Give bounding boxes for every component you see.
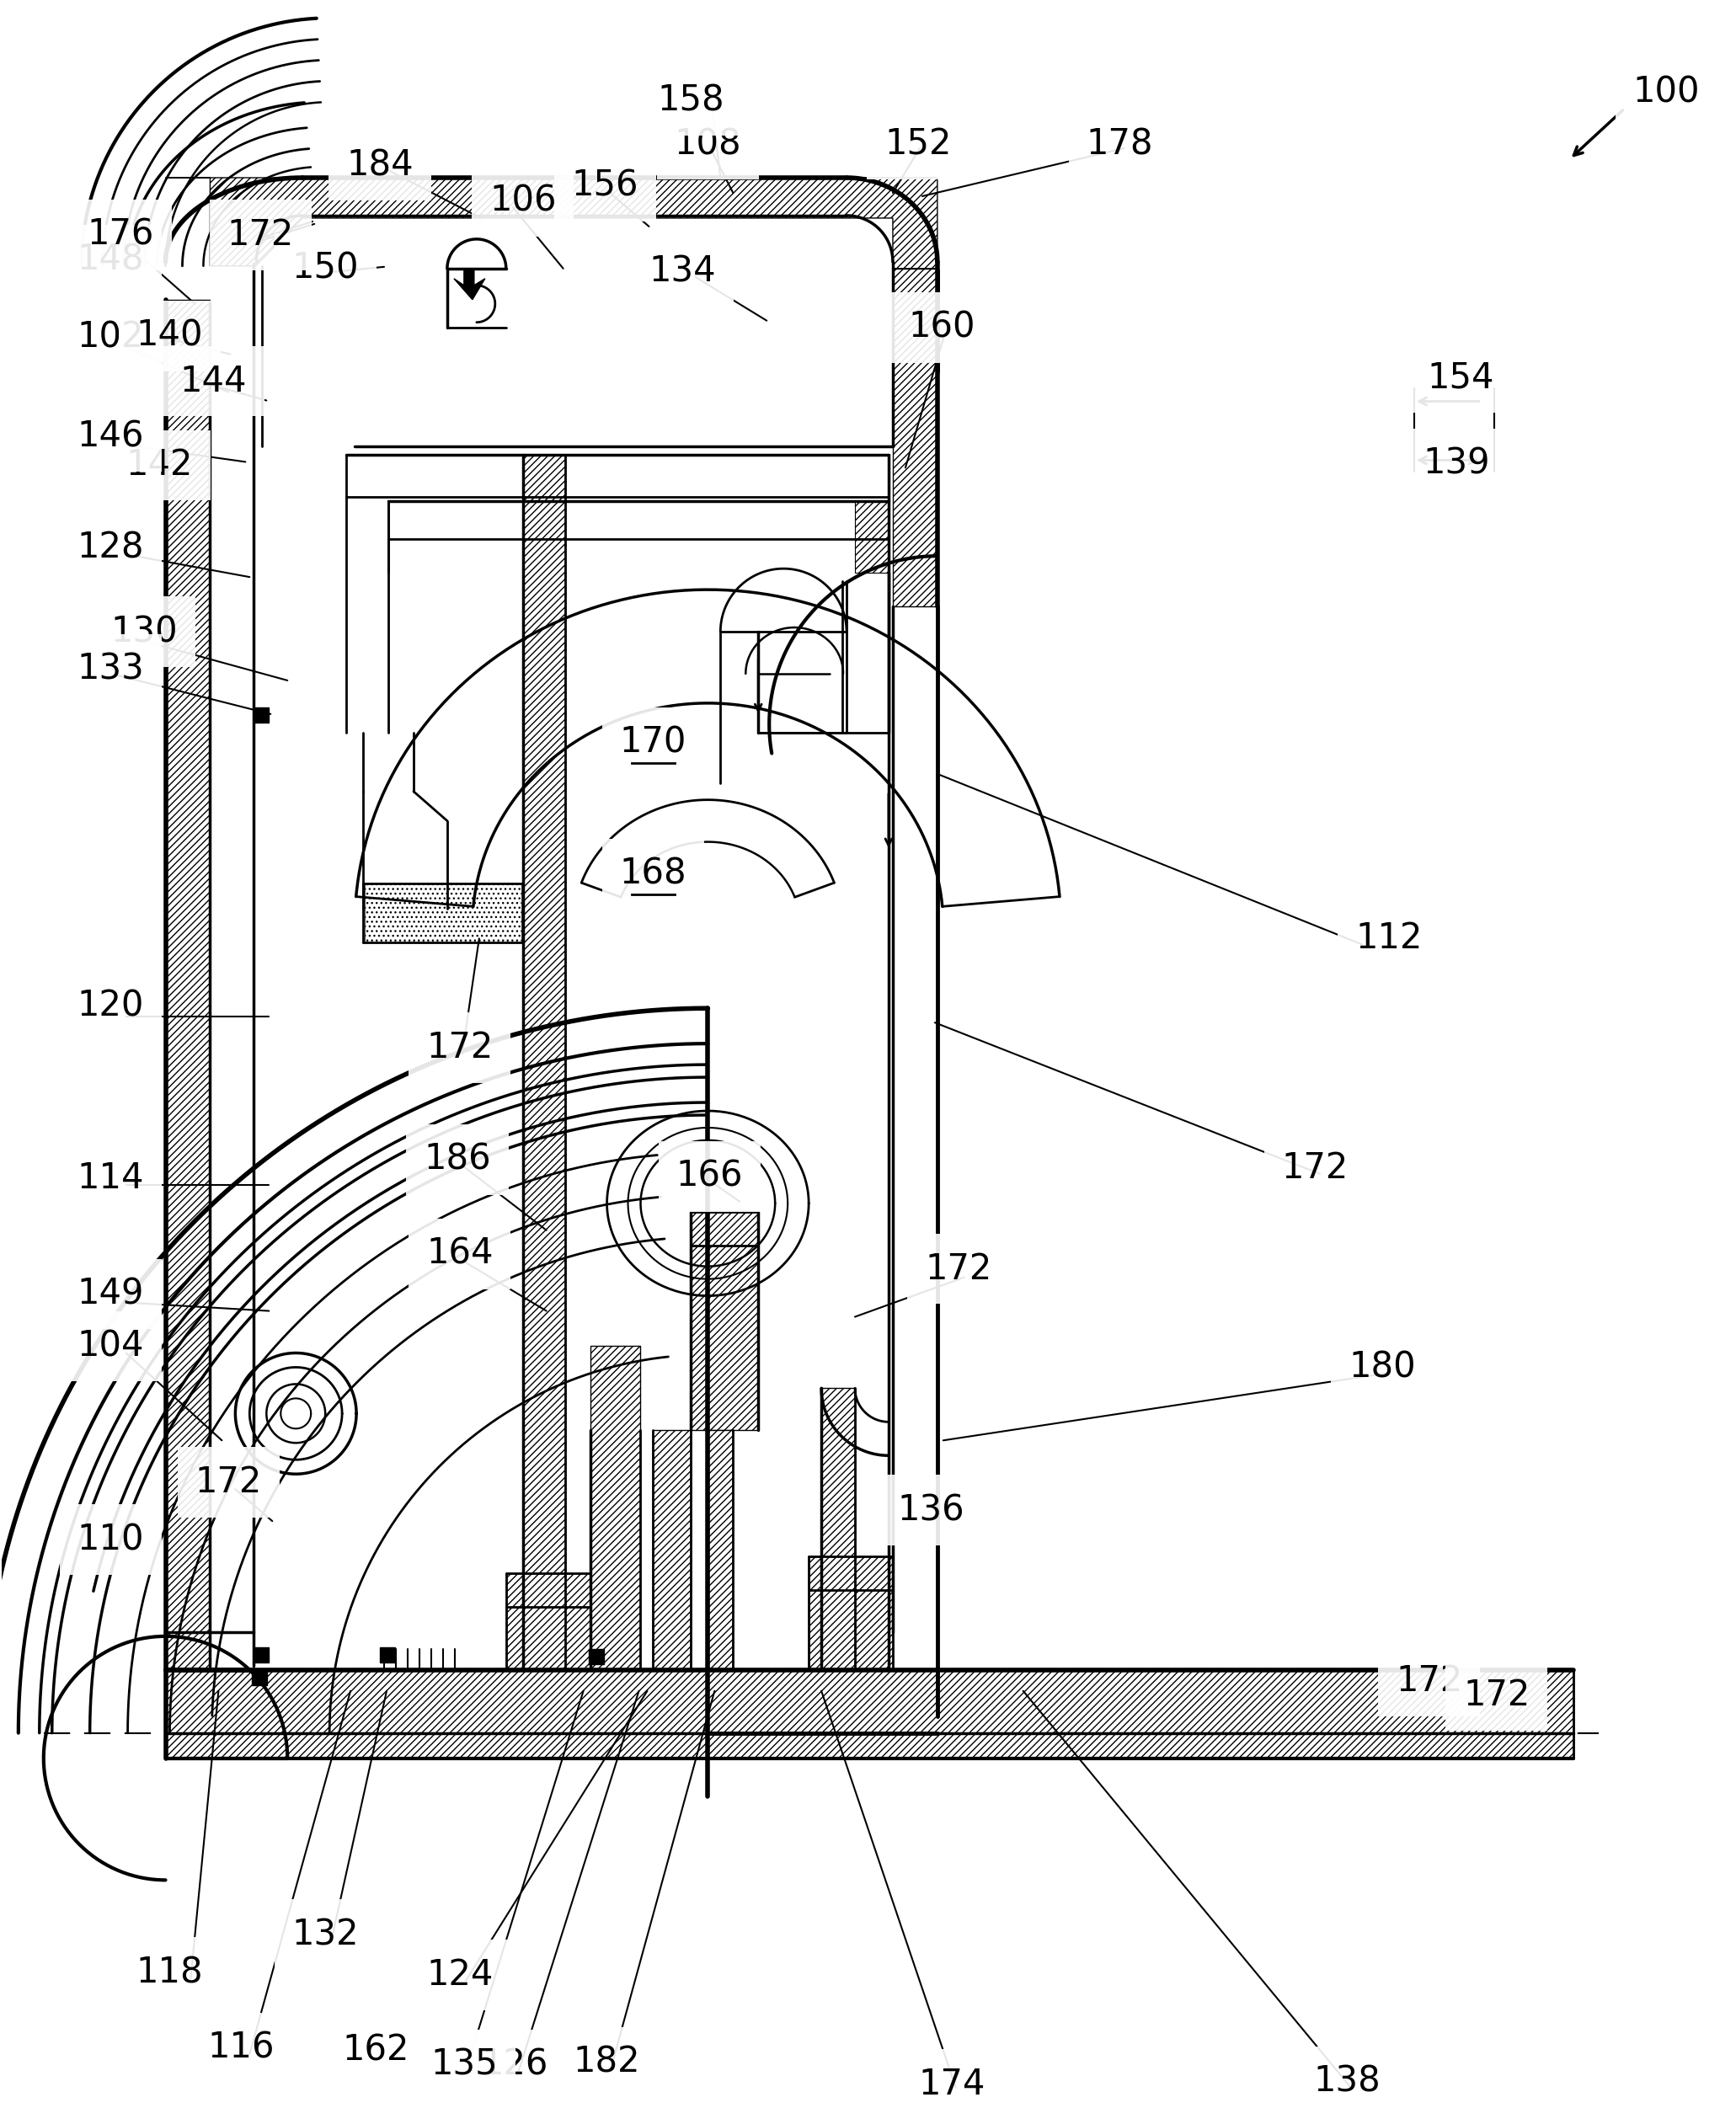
- Text: 128: 128: [76, 529, 144, 565]
- Polygon shape: [165, 299, 210, 1670]
- Text: 140: 140: [135, 318, 203, 354]
- Text: 124: 124: [427, 1958, 493, 1992]
- Text: 150: 150: [292, 251, 359, 287]
- Polygon shape: [365, 883, 521, 942]
- Text: 108: 108: [674, 126, 741, 162]
- Text: 106: 106: [490, 183, 556, 219]
- Text: 182: 182: [573, 2045, 641, 2081]
- Text: 100: 100: [1632, 74, 1700, 110]
- Text: 142: 142: [127, 447, 193, 483]
- Polygon shape: [821, 1389, 854, 1670]
- Text: 120: 120: [76, 989, 144, 1024]
- Polygon shape: [453, 270, 484, 299]
- Text: 116: 116: [208, 2030, 274, 2066]
- Text: 146: 146: [76, 419, 144, 455]
- Text: 172: 172: [1396, 1663, 1463, 1699]
- Polygon shape: [708, 1431, 733, 1670]
- Polygon shape: [653, 1431, 691, 1670]
- Text: 118: 118: [135, 1954, 203, 1990]
- Polygon shape: [854, 502, 889, 573]
- Text: 138: 138: [1312, 2064, 1380, 2100]
- Text: 132: 132: [292, 1916, 359, 1952]
- Text: 110: 110: [76, 1522, 144, 1558]
- Text: 130: 130: [111, 613, 179, 649]
- Polygon shape: [691, 1212, 759, 1431]
- Text: 176: 176: [87, 217, 155, 253]
- Polygon shape: [252, 1670, 267, 1684]
- Text: 135: 135: [431, 2047, 498, 2083]
- Text: 178: 178: [1087, 126, 1153, 162]
- Polygon shape: [253, 1646, 269, 1663]
- Text: 166: 166: [675, 1159, 743, 1193]
- Text: 172: 172: [194, 1465, 262, 1501]
- Text: 174: 174: [918, 2066, 984, 2102]
- Polygon shape: [165, 177, 937, 268]
- Text: 104: 104: [76, 1328, 144, 1364]
- Text: 162: 162: [342, 2032, 410, 2068]
- Text: 134: 134: [649, 255, 717, 289]
- Text: 164: 164: [427, 1235, 493, 1271]
- Text: 170: 170: [620, 725, 687, 761]
- Text: 139: 139: [1422, 447, 1489, 481]
- Text: 180: 180: [1349, 1349, 1415, 1385]
- Text: 172: 172: [227, 217, 293, 253]
- Text: 156: 156: [571, 169, 639, 204]
- Text: 172: 172: [1463, 1678, 1529, 1714]
- Polygon shape: [523, 455, 564, 1670]
- Text: 172: 172: [1281, 1151, 1349, 1185]
- Text: 184: 184: [347, 148, 413, 183]
- Text: 186: 186: [424, 1143, 491, 1176]
- Text: 136: 136: [898, 1492, 963, 1528]
- Text: 168: 168: [620, 856, 687, 892]
- Polygon shape: [892, 268, 937, 607]
- Text: 133: 133: [76, 651, 144, 687]
- Text: 172: 172: [925, 1252, 991, 1286]
- Text: 160: 160: [908, 310, 976, 346]
- Text: 102: 102: [76, 320, 144, 354]
- Text: 172: 172: [427, 1031, 493, 1065]
- Text: 114: 114: [76, 1159, 144, 1195]
- Polygon shape: [809, 1556, 892, 1670]
- Polygon shape: [590, 1347, 641, 1670]
- Text: 126: 126: [481, 2047, 549, 2083]
- Text: 149: 149: [76, 1277, 144, 1311]
- Polygon shape: [505, 1573, 590, 1670]
- Polygon shape: [165, 1670, 1575, 1758]
- Text: 158: 158: [658, 82, 724, 118]
- Polygon shape: [253, 708, 269, 723]
- Text: 148: 148: [76, 242, 144, 278]
- Text: 152: 152: [885, 126, 951, 162]
- Text: 154: 154: [1427, 360, 1493, 396]
- Polygon shape: [380, 1646, 396, 1663]
- Polygon shape: [589, 1648, 604, 1663]
- Text: 112: 112: [1356, 921, 1422, 957]
- Text: 144: 144: [181, 363, 247, 398]
